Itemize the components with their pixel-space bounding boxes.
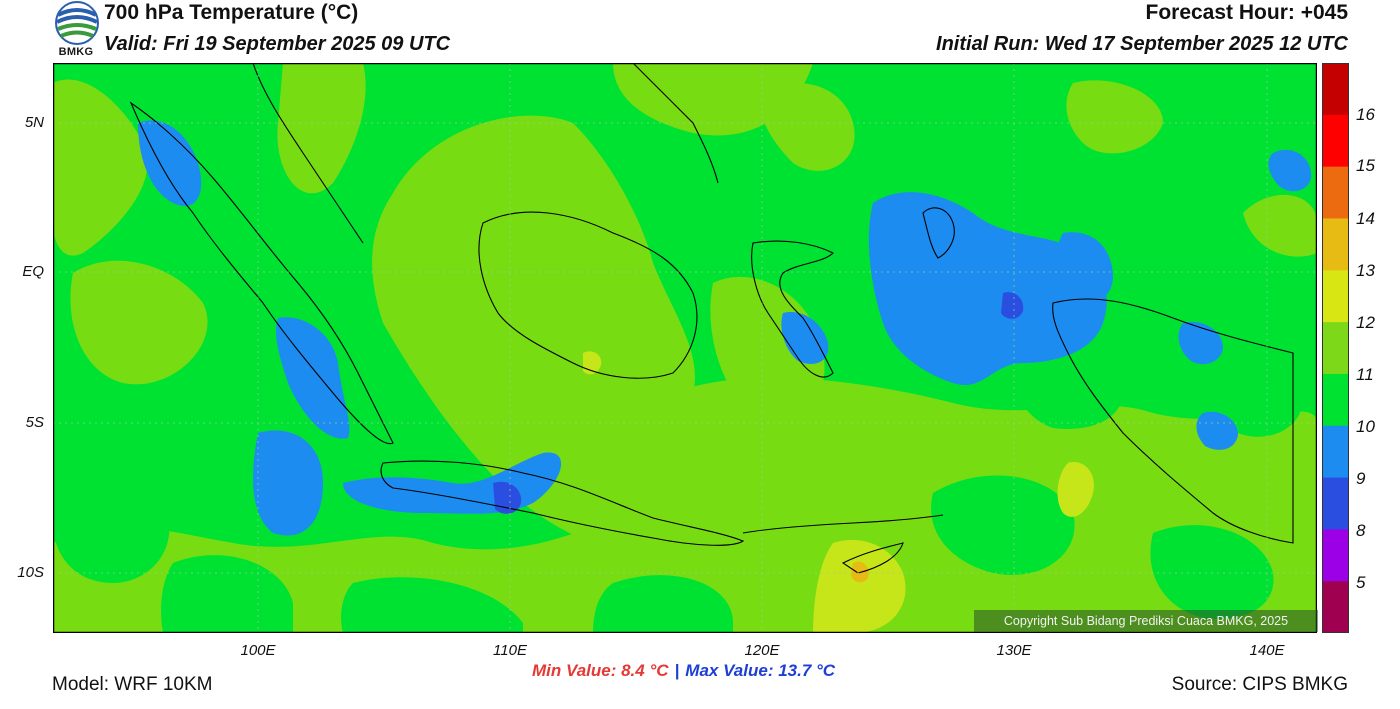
- lat-label-5n: 5N: [24, 114, 44, 131]
- lon-label-140e: 140E: [1249, 642, 1285, 659]
- map-title: 700 hPa Temperature (°C): [104, 1, 359, 24]
- grid-lines: [53, 63, 1317, 633]
- logo-text: BMKG: [58, 46, 94, 58]
- malay-peninsula-outline: [252, 63, 364, 244]
- copyright-notice: Copyright Sub Bidang Prediksi Cuaca BMKG…: [974, 610, 1318, 632]
- sumatra-outline: [129, 101, 394, 445]
- colorbar-segment: [1322, 477, 1349, 530]
- lon-label-130e: 130E: [996, 642, 1032, 659]
- sulawesi-outline: [751, 240, 834, 378]
- colorbar-segment: [1322, 218, 1349, 271]
- max-value: Max Value: 13.7 °C: [685, 661, 836, 680]
- lat-label-5s: 5S: [25, 414, 44, 431]
- data-source: Source: CIPS BMKG: [1171, 674, 1348, 695]
- value-separator: |: [674, 661, 680, 680]
- colorbar-segment: [1322, 114, 1349, 168]
- min-max-values: Min Value: 8.4 °C | Max Value: 13.7 °C: [532, 661, 835, 681]
- min-value: Min Value: 8.4 °C: [532, 661, 669, 680]
- colorbar-label-9: 9: [1356, 469, 1366, 488]
- colorbar-segment: [1322, 322, 1349, 375]
- colorbar-segment: [1322, 581, 1349, 633]
- lon-label-100e: 100E: [240, 642, 276, 659]
- colorbar-label-15: 15: [1356, 156, 1375, 175]
- colorbar-label-11: 11: [1356, 365, 1374, 384]
- colorbar-segment: [1322, 63, 1349, 116]
- valid-time: Valid: Fri 19 September 2025 09 UTC: [104, 33, 451, 55]
- colorbar-segment: [1322, 166, 1349, 219]
- colorbar-label-12: 12: [1356, 313, 1375, 332]
- temp-band-8-9: [493, 292, 1024, 514]
- temp-band-12-13: [583, 351, 1094, 633]
- temp-band-10-11-pockets: [53, 335, 1303, 633]
- colorbar-label-16: 16: [1356, 105, 1375, 124]
- initial-run: Initial Run: Wed 17 September 2025 12 UT…: [936, 33, 1348, 55]
- colorbar-label-8: 8: [1356, 521, 1366, 540]
- colorbar-segment: [1322, 373, 1349, 427]
- forecast-hour: Forecast Hour: +045: [1145, 1, 1349, 24]
- timor-outline: [841, 542, 904, 574]
- colorbar-segment: [1322, 425, 1349, 479]
- lat-label-eq: EQ: [22, 263, 44, 280]
- lesser-sunda-outline: [742, 514, 944, 534]
- java-outline: [380, 460, 745, 546]
- borneo-outline: [478, 211, 698, 379]
- colorbar-label-13: 13: [1356, 261, 1375, 280]
- lon-label-120e: 120E: [744, 642, 780, 659]
- colorbar-label-5: 5: [1356, 573, 1366, 592]
- bmkg-logo: [55, 1, 99, 45]
- colorbar-segment: [1322, 270, 1349, 323]
- map-frame: [53, 63, 1317, 633]
- new-guinea-outline: [1052, 298, 1294, 544]
- colorbar-label-10: 10: [1356, 417, 1375, 436]
- model-name: Model: WRF 10KM: [52, 674, 213, 695]
- colorbar-segment: [1322, 529, 1349, 582]
- temp-band-9-10: [138, 120, 1312, 536]
- colorbar: [1322, 63, 1349, 633]
- lat-label-10s: 10S: [17, 564, 44, 581]
- halmahera-outline: [922, 207, 955, 259]
- temperature-map: [53, 63, 1317, 633]
- coastlines: [129, 63, 1294, 574]
- colorbar-label-14: 14: [1356, 209, 1375, 228]
- lon-label-110e: 110E: [493, 642, 527, 659]
- temp-band-11-12: [53, 63, 1317, 633]
- philippines-outline: [632, 63, 719, 184]
